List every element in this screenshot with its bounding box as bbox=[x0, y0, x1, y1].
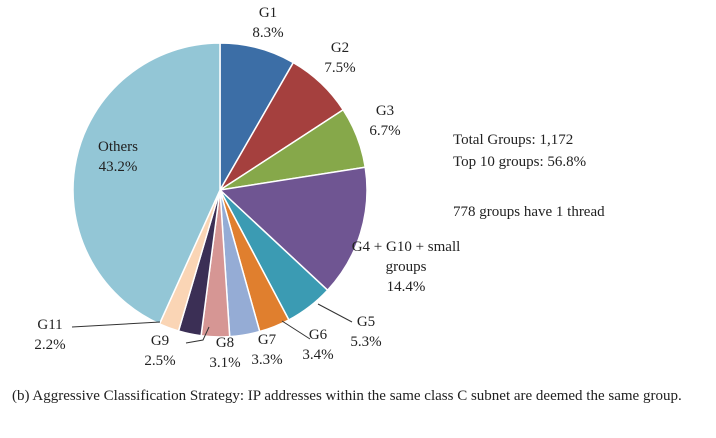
slice-name: G4 + G10 + small groups bbox=[351, 239, 461, 275]
slice-name: G11 bbox=[37, 317, 63, 333]
slice-value: 7.5% bbox=[324, 60, 356, 76]
leader-line bbox=[185, 326, 210, 344]
pie-slice bbox=[218, 166, 368, 292]
slice-name: Others bbox=[98, 139, 138, 155]
slice-name: G2 bbox=[330, 40, 350, 56]
slice-value: 6.7% bbox=[369, 123, 401, 139]
slice-name: G6 bbox=[308, 327, 328, 343]
annotation: Total Groups: 1,172 bbox=[453, 132, 574, 148]
annotation: Top 10 groups: 56.8% bbox=[453, 154, 587, 170]
slice-value: 2.5% bbox=[144, 353, 176, 369]
slice-value: 2.2% bbox=[34, 337, 66, 353]
slice-value: 5.3% bbox=[350, 334, 382, 350]
slice-name: G8 bbox=[215, 335, 235, 351]
caption: (b) Aggressive Classification Strategy: … bbox=[12, 388, 682, 404]
slice-label: G9 2.5% bbox=[130, 331, 190, 371]
slice-value: 43.2% bbox=[98, 159, 138, 175]
slice-value: 8.3% bbox=[252, 25, 284, 41]
leaders bbox=[71, 303, 353, 344]
slice-name: G7 bbox=[257, 332, 277, 348]
pie bbox=[72, 42, 368, 338]
pie-slice bbox=[72, 42, 221, 325]
slice-name: G1 bbox=[258, 5, 278, 21]
leader-line bbox=[71, 321, 161, 328]
leader-line bbox=[317, 303, 353, 323]
slice-label: Others 43.2% bbox=[78, 137, 158, 177]
slice-value: 3.1% bbox=[209, 355, 241, 371]
annotation: 778 groups have 1 thread bbox=[453, 204, 605, 220]
slice-label: G2 7.5% bbox=[310, 38, 370, 78]
slice-name: G9 bbox=[150, 333, 170, 349]
slice-label: G6 3.4% bbox=[288, 325, 348, 365]
slice-label: G3 6.7% bbox=[355, 101, 415, 141]
slice-label: G5 5.3% bbox=[336, 312, 396, 352]
slice-name: G5 bbox=[356, 314, 376, 330]
slice-label: G8 3.1% bbox=[195, 333, 255, 373]
slice-value: 3.3% bbox=[251, 352, 283, 368]
slice-value: 14.4% bbox=[386, 279, 426, 295]
slice-label: G1 8.3% bbox=[238, 3, 298, 43]
leader-line bbox=[281, 320, 311, 340]
slice-value: 3.4% bbox=[302, 347, 334, 363]
slice-label: G11 2.2% bbox=[20, 315, 80, 355]
slice-label: G4 + G10 + small groups 14.4% bbox=[351, 237, 461, 297]
slice-label: G7 3.3% bbox=[237, 330, 297, 370]
slice-name: G3 bbox=[375, 103, 395, 119]
